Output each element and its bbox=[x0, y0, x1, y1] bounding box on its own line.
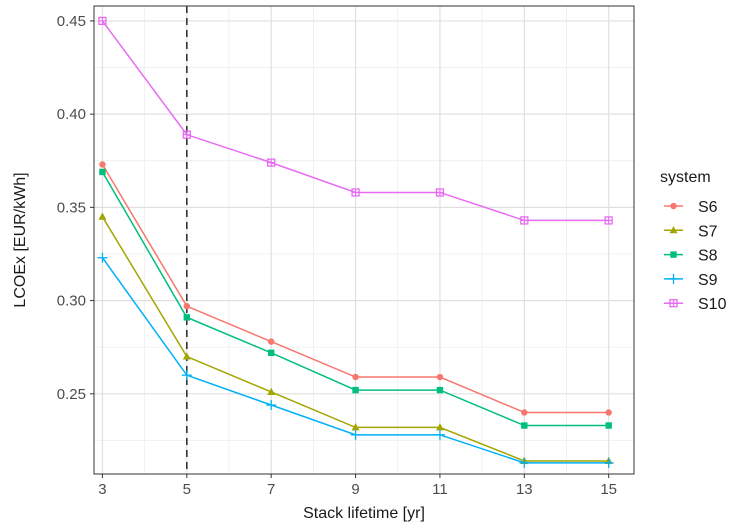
x-tick-label: 15 bbox=[600, 481, 617, 498]
data-point-s9 bbox=[181, 370, 192, 381]
data-point-s6 bbox=[605, 409, 612, 416]
data-point-s7 bbox=[98, 212, 107, 220]
panel-border bbox=[93, 5, 635, 475]
x-tick-label: 7 bbox=[267, 481, 275, 498]
data-point-s9 bbox=[97, 252, 108, 263]
data-point-s9 bbox=[266, 400, 277, 411]
data-point-s8 bbox=[605, 422, 612, 429]
data-point-s8 bbox=[352, 386, 359, 394]
legend: system S6 S7 S8 S9 S10 bbox=[660, 169, 727, 313]
data-point-s9 bbox=[603, 457, 614, 468]
legend-item-s8: S8 bbox=[664, 248, 718, 265]
y-tick-label: 0.30 bbox=[57, 293, 86, 310]
legend-label: S7 bbox=[698, 223, 718, 240]
data-point-s8 bbox=[521, 422, 528, 429]
x-axis-ticks: 3 5 7 9 11 13 15 bbox=[98, 474, 617, 498]
y-tick-label: 0.45 bbox=[57, 13, 86, 30]
data-point-s10 bbox=[182, 130, 191, 139]
legend-key-marker bbox=[670, 202, 677, 210]
legend-label: S6 bbox=[698, 199, 718, 216]
data-point-s10 bbox=[267, 158, 276, 167]
y-tick-label: 0.40 bbox=[57, 106, 86, 123]
data-point-s6 bbox=[267, 338, 275, 345]
data-point-s9 bbox=[350, 429, 361, 440]
data-point-s6 bbox=[436, 373, 444, 381]
legend-key-marker bbox=[668, 273, 679, 284]
x-tick-label: 9 bbox=[351, 481, 359, 498]
data-point-s6 bbox=[352, 373, 359, 381]
y-axis-title: LCOEx [EUR/kWh] bbox=[12, 172, 29, 307]
minor-grid bbox=[94, 6, 634, 474]
legend-label: S10 bbox=[698, 296, 727, 313]
major-grid bbox=[94, 6, 634, 474]
legend-key-marker bbox=[669, 226, 678, 234]
data-point-s6 bbox=[183, 302, 191, 310]
series-s10 bbox=[98, 16, 613, 225]
y-tick-label: 0.35 bbox=[57, 199, 86, 216]
data-point-s10 bbox=[98, 16, 107, 26]
data-point-s10 bbox=[604, 216, 613, 225]
series-s8 bbox=[99, 168, 612, 429]
series-s6 bbox=[99, 161, 612, 416]
data-point-s7 bbox=[267, 387, 276, 395]
series-s9 bbox=[97, 252, 614, 468]
legend-item-s10: S10 bbox=[664, 296, 727, 313]
y-axis-ticks: 0.25 0.30 0.35 0.40 0.45 bbox=[57, 13, 94, 403]
data-point-s8 bbox=[183, 314, 191, 321]
data-point-s10 bbox=[351, 188, 360, 197]
legend-key-marker bbox=[670, 251, 677, 258]
x-tick-label: 13 bbox=[516, 481, 533, 498]
data-point-s7 bbox=[435, 423, 444, 431]
legend-item-s7: S7 bbox=[664, 223, 718, 240]
y-tick-label: 0.25 bbox=[57, 386, 86, 403]
x-tick-label: 3 bbox=[98, 481, 106, 498]
legend-key-marker bbox=[669, 299, 678, 308]
legend-item-s9: S9 bbox=[664, 272, 718, 289]
data-point-s6 bbox=[99, 161, 106, 168]
x-tick-label: 11 bbox=[432, 481, 448, 498]
legend-label: S9 bbox=[698, 272, 718, 289]
data-point-s9 bbox=[434, 429, 445, 440]
data-point-s10 bbox=[435, 188, 445, 197]
legend-item-s6: S6 bbox=[664, 199, 718, 216]
data-point-s7 bbox=[182, 352, 191, 360]
series-layer bbox=[97, 16, 614, 468]
data-point-s8 bbox=[267, 349, 275, 357]
data-point-s6 bbox=[521, 409, 528, 416]
data-point-s8 bbox=[99, 168, 106, 176]
legend-title: system bbox=[660, 169, 711, 186]
x-axis-title: Stack lifetime [yr] bbox=[303, 505, 425, 522]
data-point-s8 bbox=[436, 386, 444, 394]
data-point-s9 bbox=[519, 457, 530, 468]
data-point-s7 bbox=[351, 423, 360, 431]
data-point-s10 bbox=[520, 216, 529, 225]
legend-label: S8 bbox=[698, 248, 718, 265]
x-tick-label: 5 bbox=[183, 481, 191, 498]
